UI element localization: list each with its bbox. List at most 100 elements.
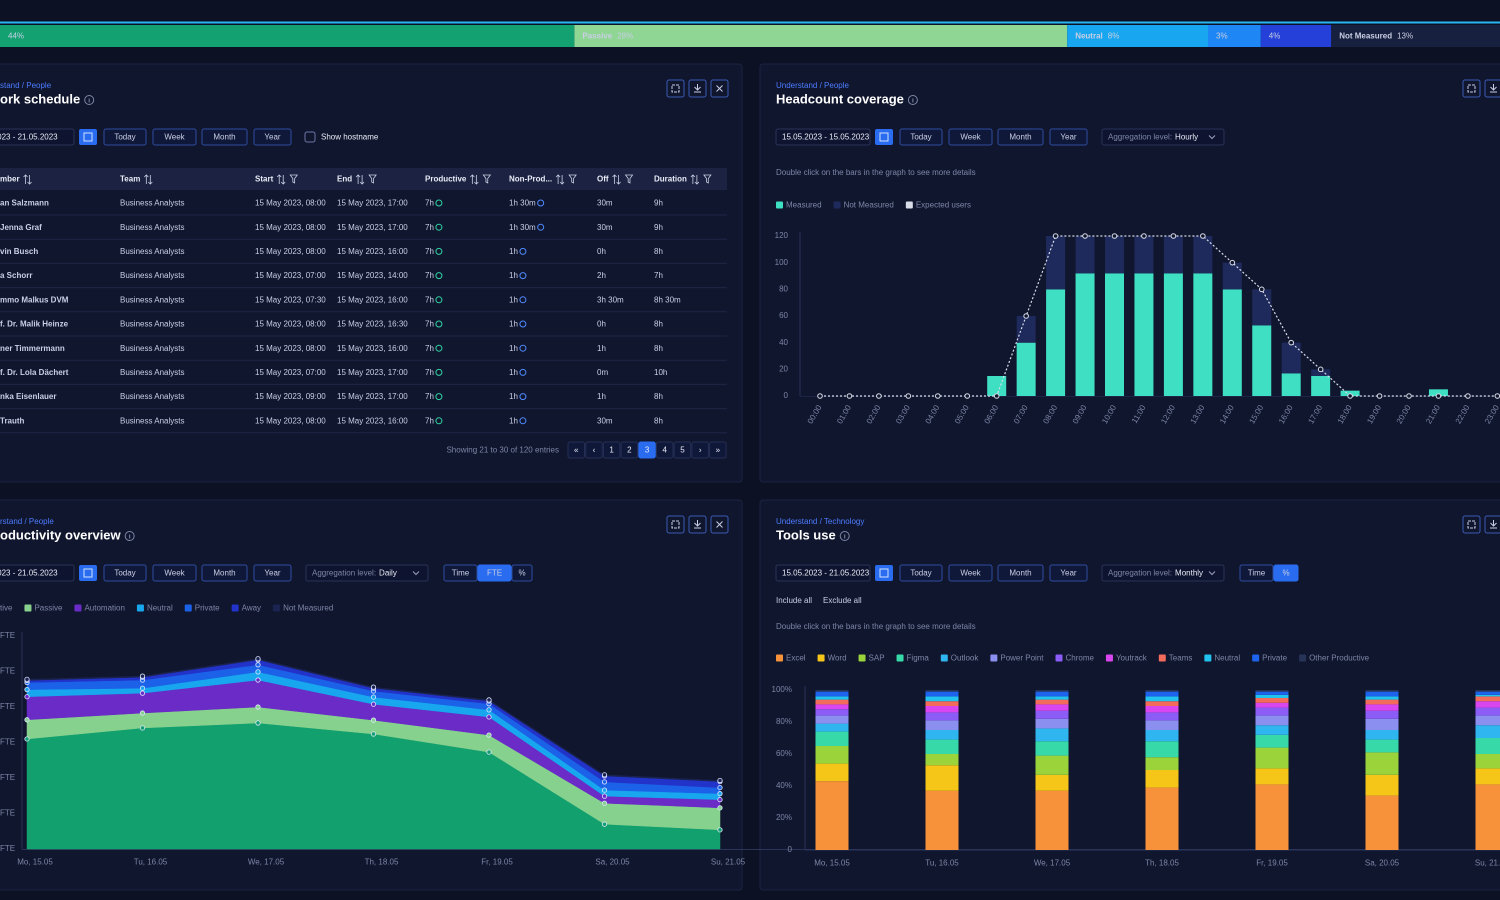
calendar-bg[interactable] xyxy=(875,129,893,145)
sort-glyph[interactable] xyxy=(144,174,153,185)
close-button[interactable] xyxy=(710,79,729,98)
period-button[interactable]: Today xyxy=(899,564,943,582)
detail-icon[interactable] xyxy=(519,272,527,280)
page-button[interactable]: 2 xyxy=(620,441,639,459)
date-range[interactable]: 5.2023 - 21.05.2023 xyxy=(0,133,58,142)
page-label[interactable]: 4 xyxy=(663,446,668,455)
page-frame[interactable] xyxy=(691,441,709,459)
aggregation-box[interactable] xyxy=(1101,564,1225,582)
period-button-frame[interactable] xyxy=(152,564,197,582)
page-frame[interactable] xyxy=(620,441,639,459)
page-label[interactable]: « xyxy=(574,446,579,455)
detail-icon[interactable] xyxy=(435,223,443,231)
detail-icon[interactable] xyxy=(435,247,443,255)
sort-icon[interactable] xyxy=(470,174,479,185)
link[interactable]: Include all xyxy=(776,596,812,605)
aggregation-select[interactable]: Aggregation level: Daily xyxy=(305,564,429,582)
detail-icon[interactable] xyxy=(435,320,443,328)
period-button-frame[interactable] xyxy=(997,128,1044,146)
sort-glyph[interactable] xyxy=(555,174,565,185)
calendar-bg[interactable] xyxy=(79,129,97,145)
sort-icon[interactable] xyxy=(612,174,621,185)
page-frame[interactable] xyxy=(673,441,692,459)
filter-icon[interactable] xyxy=(624,174,634,184)
calendar-button[interactable] xyxy=(79,565,97,581)
period-button-label[interactable]: Year xyxy=(264,133,281,142)
icon-frame[interactable] xyxy=(710,79,729,98)
filter-icon[interactable] xyxy=(703,174,712,184)
icon-frame[interactable] xyxy=(1462,79,1481,98)
toggle-button-frame[interactable] xyxy=(1239,564,1274,582)
period-button-frame[interactable] xyxy=(201,564,248,582)
detail-icon[interactable] xyxy=(537,223,545,231)
date-range[interactable]: 15.05.2023 - 15.05.2023 xyxy=(782,133,870,142)
aggregation-label[interactable]: Aggregation level: xyxy=(312,569,376,578)
period-button-frame[interactable] xyxy=(948,128,993,146)
period-button-label[interactable]: Today xyxy=(910,569,931,578)
detail-icon[interactable] xyxy=(435,344,443,352)
period-button[interactable]: Month xyxy=(201,564,248,582)
page-label[interactable]: 5 xyxy=(680,446,685,455)
detail-icon[interactable] xyxy=(519,368,527,376)
calendar-glyph[interactable] xyxy=(83,568,93,578)
period-button-frame[interactable] xyxy=(1049,128,1088,146)
period-button-label[interactable]: Today xyxy=(910,133,931,142)
expand-glyph[interactable] xyxy=(1467,520,1476,529)
sort-glyph[interactable] xyxy=(276,174,286,185)
period-button-frame[interactable] xyxy=(152,128,197,146)
period-button-label[interactable]: Today xyxy=(114,569,135,578)
chevron[interactable] xyxy=(1208,135,1216,140)
aggregation-box[interactable] xyxy=(1101,128,1225,146)
link[interactable]: Exclude all xyxy=(823,596,862,605)
detail-icon[interactable] xyxy=(519,320,527,328)
expand-glyph[interactable] xyxy=(671,520,680,529)
toggle-button-label[interactable]: % xyxy=(518,569,525,578)
detail-icon[interactable] xyxy=(435,368,443,376)
sort-icon[interactable] xyxy=(355,174,365,185)
sort-icon[interactable] xyxy=(690,174,700,185)
detail-icon[interactable] xyxy=(519,247,527,255)
toggle-button[interactable]: % xyxy=(511,564,533,582)
aggregation-value[interactable]: Daily xyxy=(379,569,397,578)
chevron[interactable] xyxy=(1208,571,1216,576)
page-button[interactable]: 4 xyxy=(656,441,674,459)
filter-icon[interactable] xyxy=(368,174,377,184)
period-button-label[interactable]: Week xyxy=(164,133,185,142)
date-picker[interactable]: 5.2023 - 21.05.2023 xyxy=(0,128,75,146)
toggle-button[interactable]: % xyxy=(1273,564,1299,582)
period-button[interactable]: Today xyxy=(899,128,943,146)
period-button[interactable]: Today xyxy=(103,564,147,582)
date-range[interactable]: 15.05.2023 - 21.05.2023 xyxy=(782,569,870,578)
period-button-label[interactable]: Week xyxy=(164,569,185,578)
detail-icon[interactable] xyxy=(519,296,527,304)
page-button[interactable]: 5 xyxy=(673,441,692,459)
period-button-label[interactable]: Week xyxy=(960,133,981,142)
icon-frame[interactable] xyxy=(688,515,707,534)
period-button-frame[interactable] xyxy=(948,564,993,582)
toggle-button-label[interactable]: FTE xyxy=(487,569,502,578)
detail-icon[interactable] xyxy=(519,393,527,401)
toggle-button-label[interactable]: Time xyxy=(1248,569,1266,578)
sort-icon[interactable] xyxy=(144,174,153,185)
toggle-button-label[interactable]: % xyxy=(1282,569,1289,578)
sort-glyph[interactable] xyxy=(612,174,621,185)
period-button-frame[interactable] xyxy=(201,128,248,146)
date-box[interactable] xyxy=(775,564,871,582)
page-button[interactable]: » xyxy=(709,441,727,459)
page-button[interactable]: ‹ xyxy=(585,441,603,459)
detail-icon[interactable] xyxy=(435,417,443,425)
toggle-button-frame[interactable] xyxy=(1273,564,1299,582)
period-button-frame[interactable] xyxy=(997,564,1044,582)
icon-frame[interactable] xyxy=(666,515,685,534)
detail-icon[interactable] xyxy=(435,296,443,304)
sort-glyph[interactable] xyxy=(690,174,700,185)
period-button[interactable]: Month xyxy=(997,128,1044,146)
close-button[interactable] xyxy=(710,515,729,534)
icon-frame[interactable] xyxy=(1484,79,1500,98)
page-label[interactable]: 2 xyxy=(627,446,632,455)
period-button-label[interactable]: Year xyxy=(264,569,281,578)
aggregation-select[interactable]: Aggregation level: Hourly xyxy=(1101,128,1225,146)
period-button[interactable]: Week xyxy=(152,128,197,146)
filter-icon[interactable] xyxy=(289,174,299,184)
download-glyph[interactable] xyxy=(1490,84,1497,93)
